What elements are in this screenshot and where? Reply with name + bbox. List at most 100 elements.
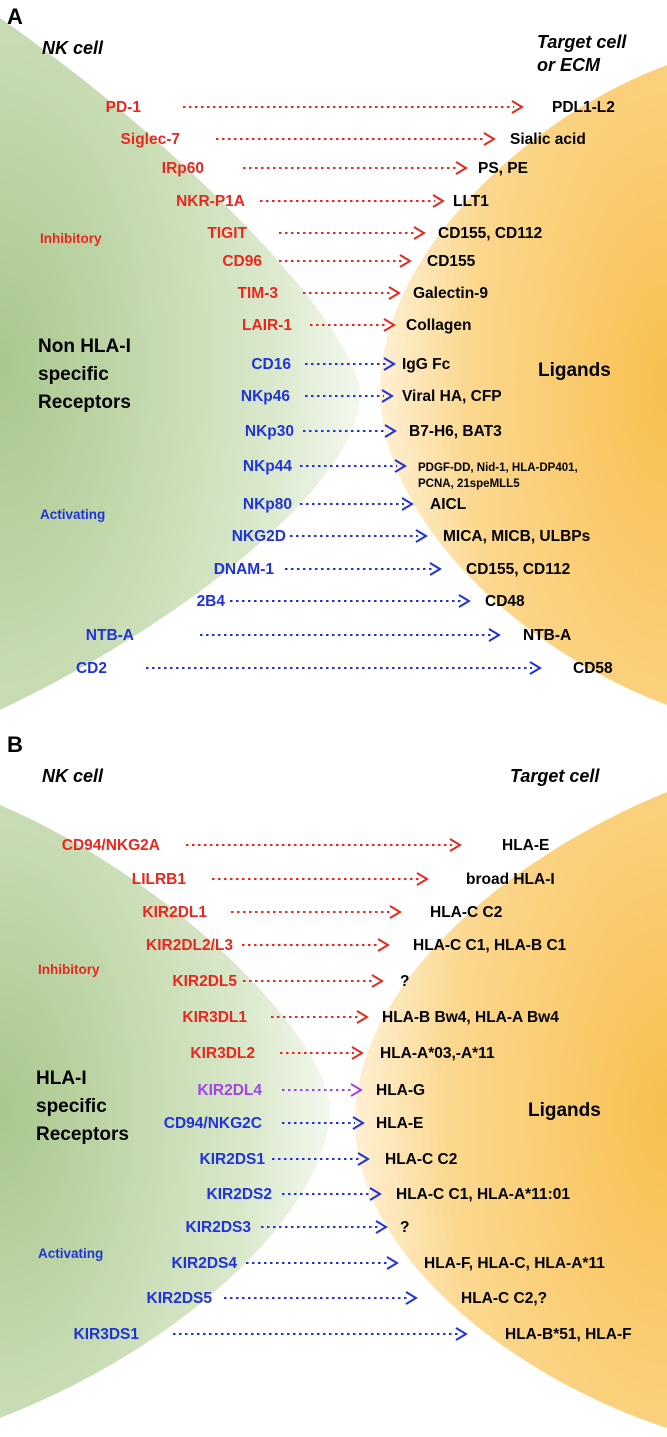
arrow-head <box>529 661 542 675</box>
pair-row-a-13: NKp80 AICL <box>243 496 466 513</box>
ligand-label: HLA-C C1, HLA-B C1 <box>413 937 567 954</box>
pair-row-a-12: NKp44 PDGF-DD, Nid-1, HLA-DP401, PCNA, 21s… <box>243 458 578 490</box>
receptors-label-b-line3: Receptors <box>36 1124 129 1145</box>
receptor-label: KIR2DL1 <box>142 904 207 921</box>
target-cell-shape-b <box>355 792 667 1428</box>
ligand-label: PDL1-L2 <box>552 99 615 116</box>
arrow-head <box>415 529 428 543</box>
ligand-label: HLA-E <box>502 837 549 854</box>
ligand-label: ? <box>400 973 409 990</box>
receptor-label: KIR2DS5 <box>147 1290 213 1307</box>
pair-row-a-2: Siglec-7 Sialic acid <box>121 131 586 148</box>
ligand-label: HLA-G <box>376 1082 425 1099</box>
arrow-head <box>384 424 397 438</box>
ligand-label: LLT1 <box>453 193 489 210</box>
pair-row-b-6: KIR3DL1 HLA-B Bw4, HLA-A Bw4 <box>182 1009 559 1026</box>
arrow-head <box>399 254 412 268</box>
pair-row-a-7: TIM-3 Galectin-9 <box>238 285 489 302</box>
receptor-label: KIR2DS1 <box>200 1151 266 1168</box>
pair-row-a-18: CD2 CD58 <box>76 660 613 677</box>
ligand-label: broad HLA-I <box>466 871 555 888</box>
pair-row-b-5: KIR2DL5? <box>172 973 409 990</box>
arrow-head <box>371 974 384 988</box>
pair-row-b-11: KIR2DS2 HLA-C C1, HLA-A*11:01 <box>207 1186 571 1203</box>
ligand-label: HLA-B*51, HLA-F <box>505 1326 632 1343</box>
receptor-label: KIR2DS2 <box>207 1186 272 1203</box>
target-cell-title-a-line1: Target cell <box>537 32 627 52</box>
arrow-head <box>369 1187 382 1201</box>
ligand-label: HLA-C C1, HLA-A*11:01 <box>396 1186 570 1203</box>
nk-cell-title-b: NK cell <box>42 766 104 786</box>
pair-row-b-2: LILRB1 broad HLA-I <box>132 871 555 888</box>
receptors-label-b-line2: specific <box>36 1096 107 1117</box>
receptor-label: NKG2D <box>232 528 286 545</box>
receptor-label: CD2 <box>76 660 107 677</box>
receptor-label: KIR2DS4 <box>172 1255 238 1272</box>
ligands-label-a: Ligands <box>538 360 611 381</box>
receptor-label: TIGIT <box>207 225 247 242</box>
arrow-head <box>416 872 429 886</box>
receptor-label: KIR2DL2/L3 <box>146 937 233 954</box>
arrow-head <box>511 100 524 114</box>
pair-row-b-9: CD94/NKG2C HLA-E <box>164 1115 424 1132</box>
inhibitory-label-a: Inhibitory <box>40 231 102 246</box>
activating-label-b: Activating <box>38 1246 103 1261</box>
ligand-label: Collagen <box>406 317 471 334</box>
receptor-label: CD94/NKG2C <box>164 1115 262 1132</box>
pair-row-a-9: CD16 IgG Fc <box>251 356 450 373</box>
panel-a: A NK cell Target cell or ECM Non HLA-I s… <box>0 4 667 710</box>
pair-row-b-7: KIR3DL2 HLA-A*03,-A*11 <box>190 1045 495 1062</box>
receptors-label-a-line2: specific <box>38 364 109 385</box>
ligand-label: HLA-E <box>376 1115 423 1132</box>
receptor-label: NKp80 <box>243 496 292 513</box>
receptors-label-b-line1: HLA-I <box>36 1068 87 1089</box>
pair-row-a-14: NKG2D MICA, MICB, ULBPs <box>232 528 591 545</box>
ligand-label: HLA-A*03,-A*11 <box>380 1045 495 1062</box>
ligand-label: NTB-A <box>523 627 571 644</box>
pair-row-a-8: LAIR-1 Collagen <box>242 317 471 334</box>
arrow-head <box>429 562 442 576</box>
arrow-head <box>386 1256 399 1270</box>
receptor-label: KIR2DS3 <box>186 1219 252 1236</box>
arrow-head <box>356 1010 369 1024</box>
receptor-label: CD16 <box>251 356 291 373</box>
pair-row-a-6: CD96 CD155 <box>222 253 475 270</box>
arrow-head <box>383 318 396 332</box>
ligand-label: AICL <box>430 496 466 513</box>
pair-row-a-4: NKR-P1A LLT1 <box>176 193 489 210</box>
arrow-head <box>432 194 445 208</box>
arrow-head <box>413 226 426 240</box>
receptor-label: PD-1 <box>106 99 142 116</box>
pair-row-b-14: KIR2DS5 HLA-C C2,? <box>147 1290 548 1307</box>
pair-row-a-5: TIGIT CD155, CD112 <box>207 225 542 242</box>
ligand-label: HLA-B Bw4, HLA-A Bw4 <box>382 1009 559 1026</box>
ligand-label: HLA-C C2 <box>385 1151 457 1168</box>
receptor-label: NKp30 <box>245 423 294 440</box>
ligand-label: CD155, CD112 <box>466 561 570 578</box>
pair-row-b-8: KIR2DL4 HLA-G <box>197 1082 425 1099</box>
arrow-head <box>483 132 496 146</box>
receptors-label-a-line1: Non HLA-I <box>38 336 131 357</box>
receptor-label: KIR2DL4 <box>197 1082 262 1099</box>
pair-row-b-13: KIR2DS4 HLA-F, HLA-C, HLA-A*11 <box>172 1255 606 1272</box>
receptor-label: NTB-A <box>86 627 134 644</box>
ligand-label: PCNA, 21speMLL5 <box>418 478 520 490</box>
target-cell-title-a-line2: or ECM <box>537 55 601 75</box>
receptor-label: KIR3DL2 <box>190 1045 255 1062</box>
ligand-label: ? <box>400 1219 409 1236</box>
arrow-head <box>455 1327 468 1341</box>
nk-cell-title-a: NK cell <box>42 38 104 58</box>
ligands-label-b: Ligands <box>528 1100 601 1121</box>
arrow-head <box>351 1046 364 1060</box>
receptor-label: TIM-3 <box>238 285 279 302</box>
arrow-head <box>401 497 414 511</box>
receptor-label: NKp46 <box>241 388 290 405</box>
pair-row-b-15: KIR3DS1 HLA-B*51, HLA-F <box>74 1326 632 1343</box>
receptor-label: NKp44 <box>243 458 292 475</box>
pairs-b: CD94/NKG2A HLA-E LILRB1 broad HLA-I KIR2DL1 H… <box>62 837 632 1343</box>
nk-cell-shape-a <box>0 18 360 710</box>
arrow-head <box>350 1083 363 1097</box>
ligand-label: IgG Fc <box>402 356 451 373</box>
arrow-head <box>381 389 394 403</box>
